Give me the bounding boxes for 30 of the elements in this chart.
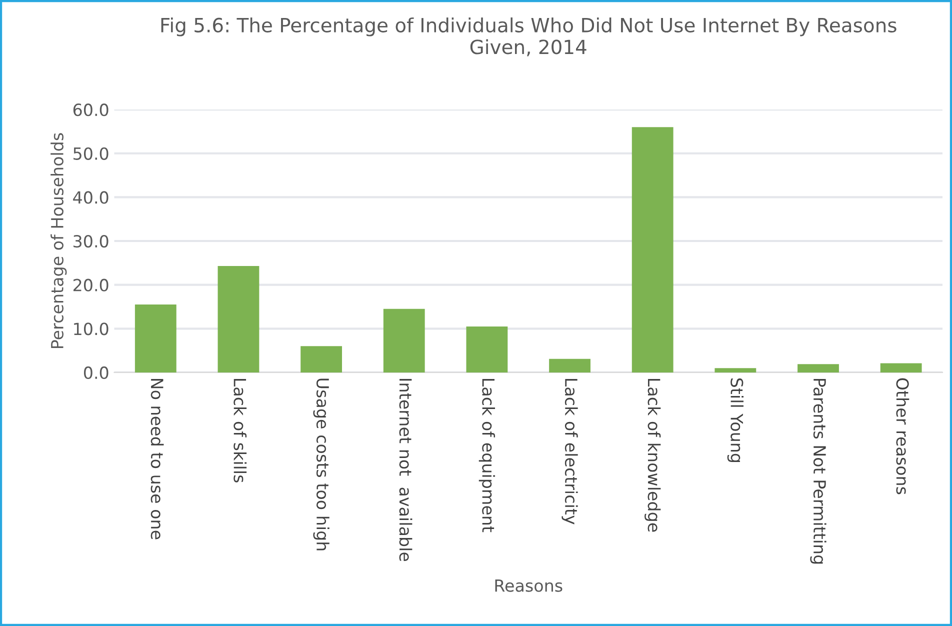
x-tick-label: No need to use one: [150, 378, 164, 540]
bar: [714, 368, 756, 372]
chart-title: Fig 5.6: The Percentage of Individuals Who Did Not Use Internet By Reasons Given, 2014: [161, 17, 896, 56]
bar: [134, 304, 176, 372]
y-tick-label: 60.0: [73, 104, 108, 116]
x-tick-label: Lack of skills: [234, 378, 247, 482]
y-tick-label: 50.0: [74, 147, 108, 160]
x-tick-label: Still Young: [727, 378, 744, 462]
x-tick-label: Other reasons: [896, 378, 910, 494]
bar: [549, 358, 590, 372]
x-tick-label: Usage costs too high: [313, 378, 330, 550]
bar: [218, 266, 260, 372]
bar: [300, 346, 342, 372]
x-axis-title: Reasons: [495, 580, 562, 592]
x-tick-label: Internet not available: [399, 378, 412, 562]
x-tick-label: Lack of equipment: [478, 378, 496, 532]
bar: [798, 364, 839, 372]
y-tick-label: 40.0: [73, 191, 108, 204]
x-tick-label: Lack of electricity: [562, 378, 578, 524]
y-tick-label: 30.0: [74, 234, 108, 248]
x-tick-label: Lack of knowledge: [644, 378, 661, 532]
y-tick-label: 10.0: [74, 322, 108, 336]
bar: [466, 326, 508, 372]
y-tick-label: 0.0: [84, 366, 108, 380]
bar: [383, 308, 425, 372]
x-tick-label: Parents Not Permitting: [810, 378, 826, 564]
bar: [632, 127, 674, 372]
y-tick-label: 20.0: [73, 278, 108, 292]
bar: [880, 363, 922, 372]
y-axis-title: Percentage of Households: [50, 133, 67, 348]
